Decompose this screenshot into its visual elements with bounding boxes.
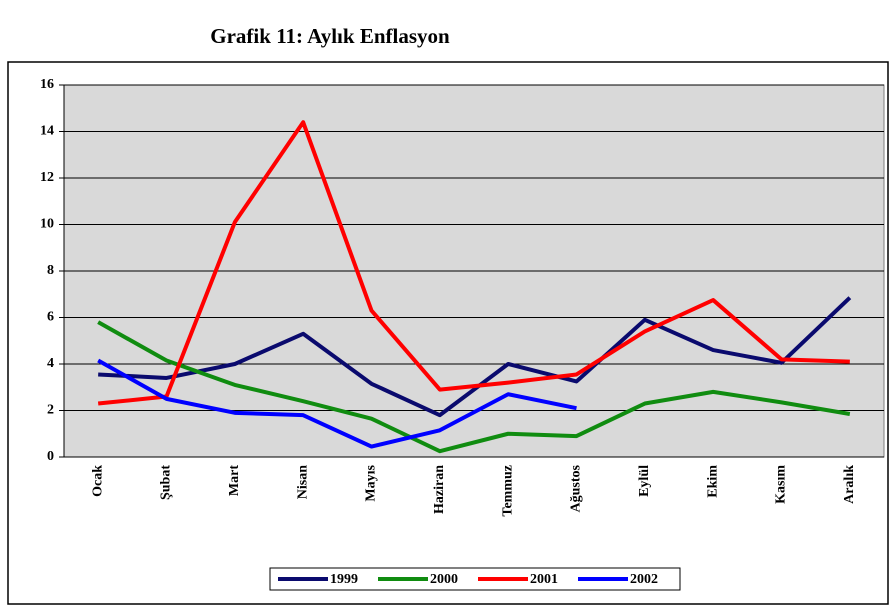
- y-tick-label: 14: [40, 124, 54, 139]
- frame: [7, 61, 889, 605]
- series-line: [98, 296, 852, 418]
- y-tick-label: 4: [47, 356, 54, 371]
- x-tick-label: Ekim: [705, 465, 720, 498]
- legend-label: 2002: [630, 572, 658, 587]
- x-tick-label: Şubat: [159, 465, 174, 500]
- x-tick-label: Mart: [227, 465, 242, 496]
- y-tick-label: 10: [40, 217, 54, 232]
- y-tick-label: 0: [47, 449, 54, 464]
- series-line: [97, 358, 577, 449]
- x-tick-label: Ağustos: [569, 464, 584, 512]
- chart-title: Grafik 11: Aylık Enflasyon: [210, 24, 450, 48]
- y-tick-label: 8: [47, 263, 54, 278]
- legend-label: 1999: [330, 572, 358, 587]
- series-line: [97, 320, 851, 454]
- y-tick-label: 2: [47, 403, 54, 418]
- legend-label: 2000: [430, 572, 458, 587]
- x-tick-label: Aralık: [842, 465, 857, 504]
- x-tick-label: Mayıs: [364, 464, 379, 501]
- series-line: [97, 120, 850, 406]
- x-tick-label: Ocak: [90, 465, 105, 497]
- legend: [269, 567, 681, 591]
- legend-label: 2001: [530, 572, 558, 587]
- x-tick-label: Eylül: [637, 465, 652, 497]
- x-tick-label: Temmuz: [500, 465, 515, 517]
- x-tick-label: Kasım: [774, 465, 789, 504]
- x-tick-label: Haziran: [432, 465, 447, 514]
- x-tick-label: Nisan: [295, 465, 310, 499]
- y-tick-label: 6: [47, 310, 54, 325]
- y-tick-label: 12: [40, 170, 54, 185]
- y-tick-label: 16: [40, 77, 54, 92]
